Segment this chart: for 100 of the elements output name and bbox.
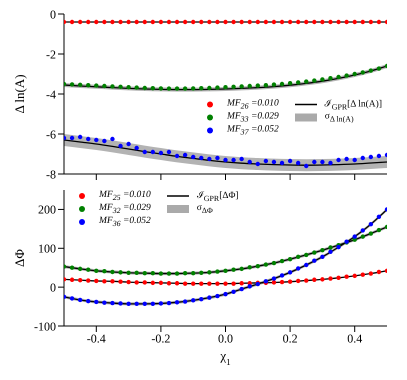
point [207,281,212,286]
y-tick-label: 0 [50,7,56,22]
y-tick-label: -8 [46,167,56,182]
point [78,266,82,272]
legend-label: MF$_{37}$ =0.052 [226,124,279,136]
point [368,222,374,226]
point [296,278,300,284]
point [280,280,284,284]
point [288,20,292,24]
point [264,83,268,88]
point [102,279,107,284]
x-tick-label: 0.0 [218,332,233,346]
point [368,231,374,236]
point [256,83,260,88]
point [272,280,276,285]
y-tick-label: 0 [50,280,56,294]
point [94,138,98,142]
point [150,86,156,90]
point [304,164,308,168]
point [264,158,268,164]
point [352,20,357,24]
point [280,160,284,166]
point [215,294,220,298]
point [320,277,325,282]
point [312,160,317,164]
y-tick-label: -4 [46,87,56,102]
point [118,270,123,275]
point [158,20,164,24]
point [182,281,188,286]
x-tick-label: 0.2 [282,332,298,346]
point [360,272,365,277]
point [312,258,317,263]
point [86,298,90,304]
point [174,281,180,286]
y-tick-label: 200 [38,202,56,217]
point [215,85,220,90]
point [272,82,276,87]
point [78,82,82,87]
point [264,20,268,24]
point [191,86,196,91]
point [166,271,172,276]
point [174,86,180,91]
point [118,144,123,148]
point [166,86,172,91]
point [223,20,228,24]
point [352,274,357,278]
point [207,295,212,300]
point [272,160,276,164]
point [239,20,244,24]
point [304,262,308,268]
point [280,273,284,278]
point [223,158,228,162]
point [102,269,107,274]
point [182,86,188,91]
point [248,265,252,270]
point [94,278,98,284]
point [312,250,317,255]
point [376,228,382,232]
point [166,281,172,286]
point [344,156,349,162]
point [231,84,236,89]
point [191,270,196,276]
point [126,270,131,275]
point [102,84,107,88]
y-tick-label: -2 [46,47,56,62]
point [344,20,349,24]
point [352,72,357,76]
point [336,74,341,80]
point [182,270,188,276]
point [264,262,268,267]
point [360,228,365,233]
point [231,158,236,162]
point [288,270,292,275]
y-tick-label: 100 [38,242,56,256]
point [134,146,139,150]
point [94,300,98,304]
point [368,271,374,276]
y-axis-title: Δ ln(A) [12,74,27,114]
y-axis-title: ΔΦ [12,248,27,267]
point [199,20,204,24]
point [126,302,131,306]
point [199,86,204,90]
point [150,270,156,276]
point [118,20,123,24]
point [328,76,333,80]
point [304,278,308,283]
point [296,20,300,24]
point [134,302,139,306]
legend-label: MF$_{25}$ =0.010 [99,190,151,202]
point [223,292,228,296]
point [336,276,341,280]
legend-label: MF$_{26}$ =0.010 [226,98,279,110]
point [142,86,147,90]
point [256,20,260,24]
point [304,20,308,24]
point [215,281,220,286]
point [215,20,220,24]
point [223,281,228,286]
point [102,20,107,24]
point [312,20,317,24]
